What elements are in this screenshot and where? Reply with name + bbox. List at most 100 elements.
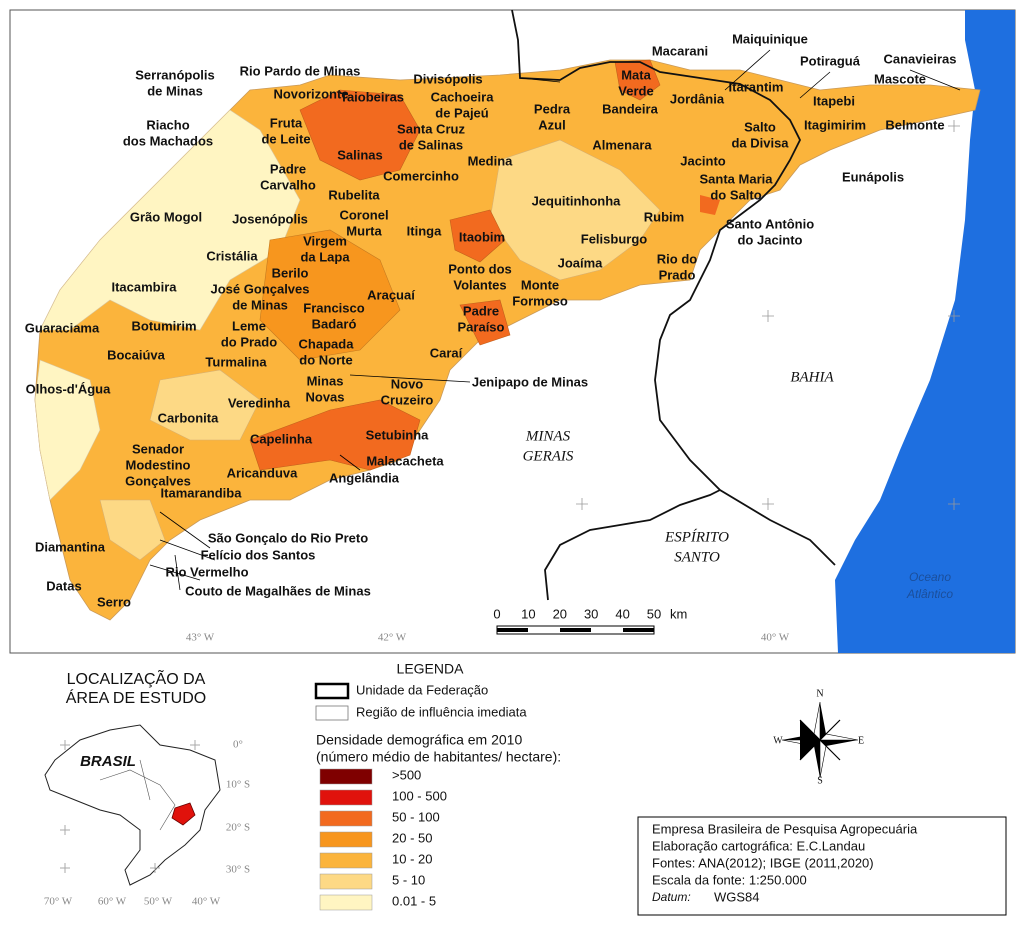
region-area — [299, 89, 421, 181]
inset-country: BRASIL — [80, 753, 136, 770]
place-label: Novo — [391, 376, 424, 391]
place-label: Turmalina — [205, 354, 267, 369]
place-label: Novorizonte — [273, 86, 348, 101]
legend-subtitle: (número médio de habitantes/ hectare): — [316, 749, 561, 765]
place-label: Santa Cruz — [397, 121, 465, 136]
place-label: Maiquinique — [732, 31, 808, 46]
place-label: Veredinha — [228, 395, 291, 410]
region-area — [149, 369, 261, 441]
place-label: Novas — [305, 389, 344, 404]
place-label: Setubinha — [366, 427, 430, 442]
leader-line — [339, 454, 361, 471]
leader-line — [149, 564, 201, 581]
state-label: SANTO — [674, 549, 720, 565]
place-label: Guaraciama — [25, 320, 100, 335]
place-label: Jordânia — [670, 91, 725, 106]
credits-line: Fontes: ANA(2012); IBGE (2011,2020) — [652, 855, 874, 870]
legend-label: Unidade da Federação — [356, 682, 488, 697]
inset-latitude: 0° — [233, 739, 243, 751]
place-label: de Pajeú — [435, 105, 489, 120]
place-label: Pedra — [534, 101, 571, 116]
compass-letter: N — [816, 688, 823, 699]
place-label: Caraí — [430, 345, 463, 360]
legend-label: >500 — [392, 767, 421, 782]
scale-tick-label: 30 — [584, 606, 598, 621]
region-area — [449, 209, 506, 263]
place-label: de Minas — [147, 83, 203, 98]
place-label: do Jacinto — [737, 232, 802, 247]
place-label: Carvalho — [260, 177, 316, 192]
legend-swatch — [319, 810, 373, 827]
place-label: Riacho — [146, 117, 189, 132]
region-area — [99, 499, 166, 561]
place-label: Murta — [346, 223, 382, 238]
place-label: Carbonita — [158, 410, 219, 425]
legend-swatch — [315, 705, 349, 721]
place-label: Mascote — [874, 71, 926, 86]
place-label: Itaobim — [459, 229, 505, 244]
legend-swatch — [319, 789, 373, 806]
place-label: Eunápolis — [842, 169, 904, 184]
credits-datum-label: Datum: — [652, 890, 691, 904]
place-label: Modestino — [126, 457, 191, 472]
place-label: Joaíma — [558, 255, 604, 270]
leader-line — [349, 374, 471, 383]
ocean-label: Atlântico — [906, 587, 953, 601]
inset-longitude: 50° W — [144, 896, 173, 908]
place-label: Salto — [744, 119, 776, 134]
place-label: Aricanduva — [227, 465, 299, 480]
place-label: Itapebi — [813, 93, 855, 108]
compass-letter: W — [773, 735, 783, 746]
place-label: Malacacheta — [366, 453, 444, 468]
place-label: de Minas — [232, 297, 288, 312]
place-label: Azul — [538, 117, 565, 132]
state-label: ESPÍRITO — [664, 528, 729, 545]
place-label: Diamantina — [35, 539, 106, 554]
legend-subtitle: Densidade demográfica em 2010 — [316, 732, 522, 748]
inset-longitude: 70° W — [44, 896, 73, 908]
legend-label: 0.01 - 5 — [392, 893, 436, 908]
place-label: Cruzeiro — [381, 392, 434, 407]
place-label: Prado — [659, 267, 696, 282]
place-label: Chapada — [299, 336, 355, 351]
place-label: Virgem — [303, 233, 347, 248]
inset-latitude: 10° S — [226, 779, 250, 791]
place-label: de Salinas — [399, 137, 463, 152]
credits-box — [637, 816, 1007, 916]
state-border — [511, 9, 836, 566]
credits-line: Elaboração cartográfica: E.C.Landau — [652, 838, 865, 853]
inset-title: LOCALIZAÇÃO DA — [67, 668, 206, 688]
place-label: Felisburgo — [581, 231, 648, 246]
place-label: Fruta — [270, 115, 303, 130]
brazil-states — [99, 759, 176, 831]
place-label: José Gonçalves — [211, 281, 310, 296]
place-label: Comercinho — [383, 168, 459, 183]
place-label: Itarantim — [729, 79, 784, 94]
place-label: Mata — [621, 67, 651, 82]
compass-letter: E — [858, 735, 864, 746]
place-label: Angelândia — [329, 470, 400, 485]
credits-datum: WGS84 — [714, 889, 760, 904]
place-label: Berilo — [272, 265, 309, 280]
region-area — [259, 229, 401, 361]
compass — [781, 701, 859, 779]
leader-line — [799, 71, 831, 99]
place-label: Itamarandiba — [161, 485, 243, 500]
place-label: São Gonçalo do Rio Preto — [208, 530, 368, 545]
scale-tick-label: 40 — [615, 606, 629, 621]
place-label: Verde — [618, 83, 653, 98]
legend-title: LEGENDA — [397, 661, 465, 677]
inset-latitude: 30° S — [226, 864, 250, 876]
scale-tick-label: 50 — [647, 606, 661, 621]
inset — [44, 724, 221, 886]
place-label: Formoso — [512, 293, 568, 308]
leader-line — [519, 77, 561, 83]
region-area — [34, 359, 101, 501]
legend-label: 20 - 50 — [392, 830, 432, 845]
place-label: Ponto dos — [448, 261, 512, 276]
place-label: Rio do — [657, 251, 697, 266]
place-label: Serranópolis — [135, 67, 214, 82]
longitude-label: 43° W — [186, 632, 215, 644]
place-label: Francisco — [303, 300, 364, 315]
legend-label: 5 - 10 — [392, 872, 425, 887]
